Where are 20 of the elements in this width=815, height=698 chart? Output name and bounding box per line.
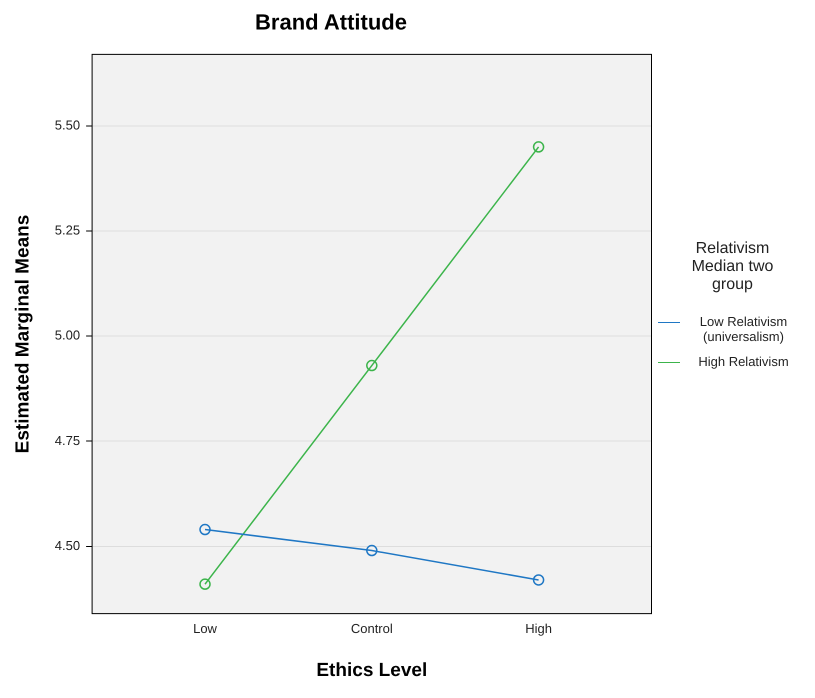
- point: [366, 544, 378, 556]
- legend-title: Relativism Median two group: [690, 240, 774, 294]
- point: [366, 360, 378, 372]
- chart-title: Brand Attitude: [255, 9, 407, 34]
- x-tick-label: High: [525, 620, 552, 636]
- y-tick-label: 4.75: [54, 432, 80, 448]
- y-tick-label: 5.50: [54, 117, 80, 132]
- y-tick-label: 5.25: [54, 222, 80, 238]
- point: [532, 141, 544, 153]
- y-tick-label: 4.50: [54, 538, 80, 553]
- x-axis-title: Ethics Level: [316, 660, 428, 681]
- y-axis-title: Estimated Marginal Means: [12, 214, 34, 454]
- point: [532, 574, 544, 586]
- legend-label: High Relativism: [697, 354, 790, 368]
- x-tick-label: Low: [193, 620, 218, 636]
- legend-label: Low Relativism (universalism): [698, 314, 788, 344]
- point: [199, 524, 211, 536]
- x-tick-label: Control: [350, 620, 393, 636]
- y-tick-label: 5.00: [54, 328, 80, 343]
- point: [199, 578, 211, 590]
